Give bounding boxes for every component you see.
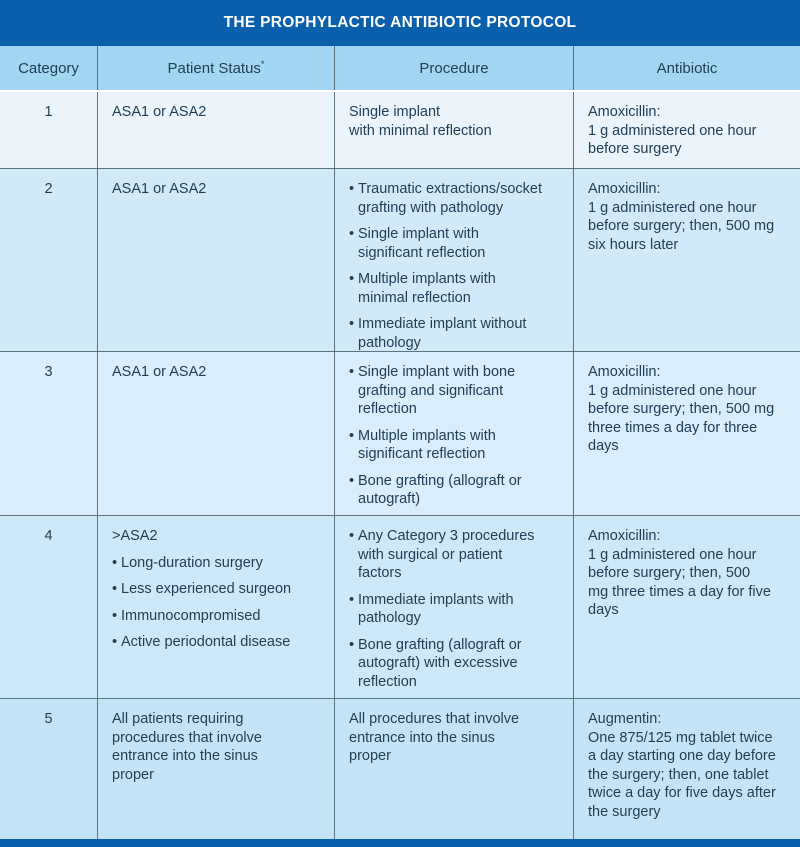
bullet-icon: • (349, 636, 355, 653)
bullet-item: • Multiple implants with significant refl… (349, 427, 565, 464)
antibiotic-cell: Amoxicillin: 1 g administered one hour b… (574, 516, 800, 698)
bullet-item: • Bone grafting (allograft or autograft) (349, 472, 565, 509)
category-cell: 1 (0, 92, 98, 168)
cell-text: >ASA2 (112, 528, 158, 544)
column-header-patient-status: Patient Status* (98, 46, 335, 90)
bullet-icon: • (112, 634, 118, 650)
table-row: 2 ASA1 or ASA2 • Traumatic extractions/so… (0, 168, 800, 351)
bullet-text: Single implant with bone grafting and si… (358, 364, 516, 417)
bullet-icon: • (349, 591, 355, 608)
bullet-item: • Single implant with significant reflect… (349, 225, 565, 262)
antibiotic-cell: Augmentin: One 875/125 mg tablet twice a… (574, 699, 800, 839)
cell-text: All procedures that involve entrance int… (349, 711, 520, 764)
cell-text: Amoxicillin: 1 g administered one hour b… (588, 528, 771, 618)
bullet-icon: • (349, 472, 355, 489)
patient-status-cell: ASA1 or ASA2 (98, 352, 335, 515)
patient-status-cell: All patients requiring procedures that i… (98, 699, 335, 839)
cell-text: ASA1 or ASA2 (112, 104, 207, 120)
bullet-item: • Immunocompromised (112, 607, 326, 626)
procedure-cell: • Any Category 3 procedures with surgical… (335, 516, 574, 698)
cell-text: Amoxicillin: 1 g administered one hour b… (588, 104, 757, 157)
table-row: 1 ASA1 or ASA2 Single implant with minim… (0, 92, 800, 168)
cell-text: Amoxicillin: 1 g administered one hour b… (588, 364, 775, 454)
bullet-icon: • (349, 271, 355, 287)
column-header-procedure-label: Procedure (419, 59, 489, 77)
bullet-item: • Long-duration surgery (112, 554, 326, 573)
bullet-item: • Bone grafting (allograft or autograft) … (349, 636, 565, 692)
patient-status-cell: ASA1 or ASA2 (98, 92, 335, 168)
bullet-icon: • (349, 316, 355, 332)
column-header-antibiotic-label: Antibiotic (656, 59, 718, 77)
bullet-icon: • (112, 554, 118, 571)
antibiotic-cell: Amoxicillin: 1 g administered one hour b… (574, 352, 800, 515)
column-header-antibiotic: Antibiotic (574, 46, 800, 90)
column-header-row: Category Patient Status* Procedure Antib… (0, 46, 800, 92)
antibiotic-cell: Amoxicillin: 1 g administered one hour b… (574, 169, 800, 351)
bullet-icon: • (349, 427, 355, 444)
bullet-item: • Active periodontal disease (112, 633, 326, 652)
procedure-cell: All procedures that involve entrance int… (335, 699, 574, 839)
bullet-text: Traumatic extractions/socket grafting wi… (358, 181, 542, 216)
table-title-bar: THE PROPHYLACTIC ANTIBIOTIC PROTOCOL (0, 0, 800, 46)
bullet-icon: • (349, 364, 355, 380)
bullet-text: Bone grafting (allograft or autograft) (358, 472, 522, 508)
procedure-cell: • Traumatic extractions/socket grafting w… (335, 169, 574, 351)
bullet-icon: • (349, 181, 355, 197)
cell-text: Augmentin: One 875/125 mg tablet twice a… (588, 711, 776, 820)
bullet-item: • Immediate implant without pathology (349, 315, 565, 351)
category-cell: 2 (0, 169, 98, 351)
bullet-icon: • (349, 226, 355, 242)
patient-status-cell: >ASA2 • Long-duration surgery • Less experie… (98, 516, 335, 698)
bullet-text: Bone grafting (allograft or autograft) w… (358, 636, 522, 690)
bullet-text: Immediate implants with pathology (358, 591, 514, 627)
column-header-procedure: Procedure (335, 46, 574, 90)
column-header-category: Category (0, 46, 98, 90)
antibiotic-cell: Amoxicillin: 1 g administered one hour b… (574, 92, 800, 168)
bullet-text: Multiple implants with minimal reflectio… (358, 271, 496, 306)
table-bottom-border (0, 839, 800, 847)
bullet-icon: • (112, 581, 118, 597)
bullet-icon: • (349, 528, 355, 544)
cell-text: All patients requiring procedures that i… (112, 711, 262, 783)
patient-status-cell: ASA1 or ASA2 (98, 169, 335, 351)
footnote-marker: * (260, 58, 265, 69)
bullet-text: Immunocompromised (121, 607, 261, 624)
procedure-cell: Single implant with minimal reflection (335, 92, 574, 168)
column-header-category-label: Category (18, 59, 79, 77)
cell-text: Amoxicillin: 1 g administered one hour b… (588, 181, 775, 253)
bullet-item: • Any Category 3 procedures with surgical… (349, 527, 565, 583)
bullet-item: • Single implant with bone grafting and s… (349, 363, 565, 419)
bullet-text: Immediate implant without pathology (358, 316, 527, 351)
bullet-text: Single implant with significant reflecti… (358, 226, 486, 261)
procedure-cell: • Single implant with bone grafting and s… (335, 352, 574, 515)
bullet-text: Multiple implants with significant refle… (358, 427, 496, 463)
bullet-item: • Immediate implants with pathology (349, 591, 565, 628)
table-row: 3 ASA1 or ASA2 • Single implant with bone… (0, 351, 800, 515)
bullet-icon: • (112, 607, 118, 624)
bullet-item: • Less experienced surgeon (112, 580, 326, 599)
bullet-text: Any Category 3 procedures with surgical … (358, 528, 535, 581)
table-body: 1 ASA1 or ASA2 Single implant with minim… (0, 92, 800, 839)
bullet-text: Less experienced surgeon (121, 581, 292, 597)
bullet-item: • Traumatic extractions/socket grafting w… (349, 180, 565, 217)
category-cell: 5 (0, 699, 98, 839)
bullet-text: Long-duration surgery (121, 554, 263, 571)
cell-text: ASA1 or ASA2 (112, 181, 207, 197)
table-row: 4 >ASA2 • Long-duration surgery • Less exper… (0, 515, 800, 698)
category-cell: 3 (0, 352, 98, 515)
column-header-patient-status-label: Patient Status* (167, 58, 265, 77)
table-row: 5 All patients requiring procedures that… (0, 698, 800, 839)
cell-text: ASA1 or ASA2 (112, 364, 207, 380)
table-title: THE PROPHYLACTIC ANTIBIOTIC PROTOCOL (223, 14, 577, 31)
bullet-text: Active periodontal disease (121, 634, 291, 650)
cell-text: Single implant with minimal reflection (349, 104, 492, 139)
bullet-item: • Multiple implants with minimal reflecti… (349, 270, 565, 307)
category-cell: 4 (0, 516, 98, 698)
